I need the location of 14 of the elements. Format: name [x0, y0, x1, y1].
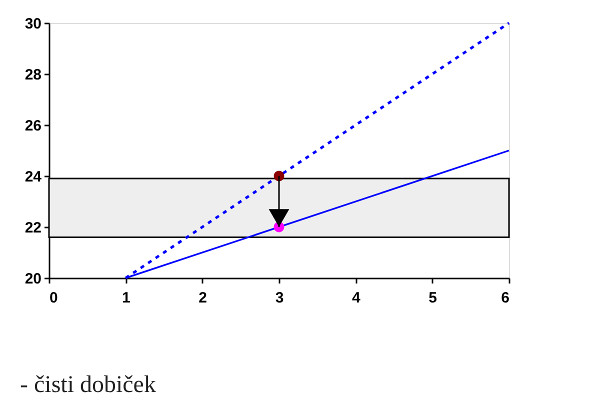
x-tick-label: 3 [275, 290, 284, 306]
x-tick-label: 2 [198, 290, 208, 306]
x-tick-label: 4 [352, 290, 361, 306]
y-tick-label: 20 [24, 270, 42, 288]
y-tick-label: 24 [24, 168, 42, 186]
y-tick-label: 28 [24, 66, 42, 84]
x-tick-label: 6 [501, 290, 510, 306]
x-tick-label: 5 [428, 290, 438, 306]
text: - čisti dobiček [20, 372, 156, 398]
y-tick-label: 26 [24, 118, 42, 134]
y-tick-label: 22 [24, 220, 42, 236]
y-tick-label: 30 [24, 16, 42, 32]
x-tick-label: 1 [122, 290, 130, 306]
x-tick-label: 0 [50, 290, 58, 306]
